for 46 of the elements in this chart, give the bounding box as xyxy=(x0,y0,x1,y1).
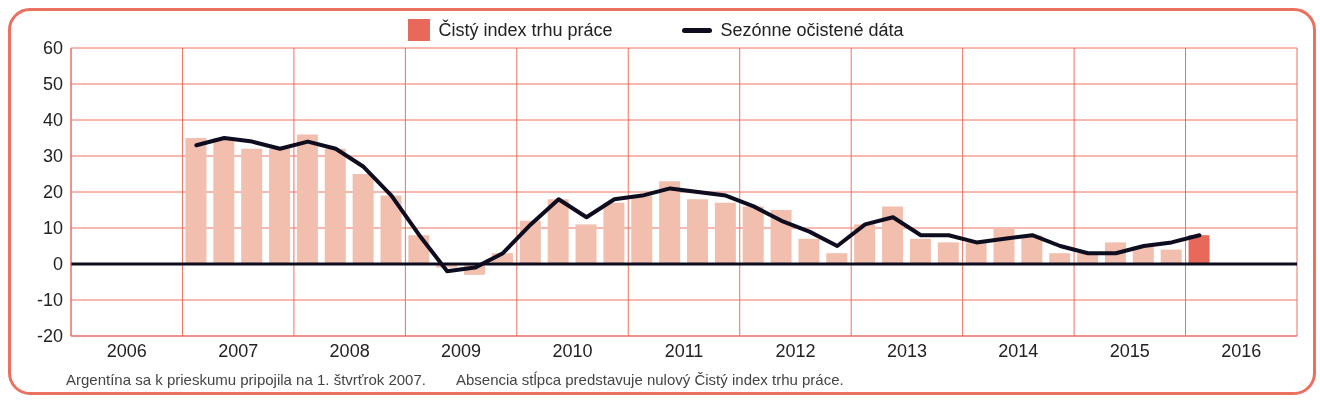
x-tick-label: 2007 xyxy=(218,340,259,361)
legend-label: Sezónne očistené dáta xyxy=(720,19,904,41)
x-tick-label: 2013 xyxy=(886,340,927,361)
bar xyxy=(798,238,820,264)
x-tick-label: 2006 xyxy=(106,340,147,361)
bar xyxy=(241,148,263,264)
y-tick-label: 50 xyxy=(42,74,63,95)
bar xyxy=(324,148,346,264)
bar xyxy=(296,134,318,264)
bar xyxy=(547,199,569,264)
x-tick-label: 2012 xyxy=(775,340,816,361)
bar xyxy=(909,238,931,264)
y-tick-label: -10 xyxy=(36,290,63,311)
x-tick-label: 2009 xyxy=(441,340,482,361)
bar xyxy=(742,206,764,264)
bar xyxy=(659,181,681,264)
x-tick-label: 2014 xyxy=(998,340,1039,361)
bar xyxy=(269,148,291,264)
bar xyxy=(185,138,207,264)
y-tick-label: 20 xyxy=(42,182,63,203)
x-tick-label: 2016 xyxy=(1221,340,1262,361)
bar xyxy=(937,242,959,264)
y-tick-label: 40 xyxy=(42,110,63,131)
text: Argentína sa k prieskumu pripojila na 1. štvrťrok 2007. xyxy=(66,371,426,388)
text: Absencia stĺpca predstavuje nulový Čistý index trhu práce. xyxy=(455,371,844,388)
bar xyxy=(352,174,374,264)
bar xyxy=(380,195,402,264)
x-tick-label: 2011 xyxy=(664,340,704,361)
y-tick-label: 60 xyxy=(42,38,63,59)
x-tick-label: 2008 xyxy=(329,340,370,361)
x-tick-label: 2010 xyxy=(552,340,593,361)
x-tick-label: 2015 xyxy=(1109,340,1150,361)
bar xyxy=(826,253,848,264)
bar xyxy=(714,202,736,264)
bar xyxy=(1049,253,1071,264)
y-tick-label: -20 xyxy=(36,326,63,347)
y-tick-label: 30 xyxy=(42,146,63,167)
y-tick-label: 10 xyxy=(42,218,63,239)
bar xyxy=(687,199,708,264)
bar xyxy=(213,138,235,264)
bar xyxy=(575,224,597,264)
bar xyxy=(603,202,625,264)
y-tick-label: 0 xyxy=(52,254,63,275)
legend-label: Čistý index trhu práce xyxy=(438,19,613,41)
bar xyxy=(631,195,653,264)
bar xyxy=(1160,249,1182,264)
